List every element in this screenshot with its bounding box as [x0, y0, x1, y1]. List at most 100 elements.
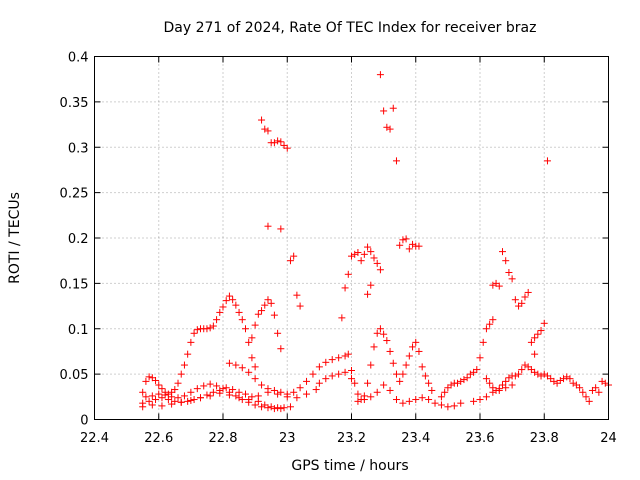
data-point: [482, 325, 490, 333]
data-point: [174, 394, 182, 402]
data-point: [148, 401, 156, 409]
data-point: [373, 388, 381, 396]
data-point: [444, 403, 452, 411]
data-point: [177, 370, 185, 378]
data-point: [531, 334, 539, 342]
data-point: [267, 403, 275, 411]
data-point: [258, 403, 266, 411]
data-point: [139, 403, 147, 411]
data-point: [280, 404, 288, 412]
data-point: [312, 386, 320, 394]
data-point: [425, 396, 433, 404]
y-tick-label: 0.1: [68, 323, 89, 338]
data-point: [303, 390, 311, 398]
data-point: [399, 399, 407, 407]
x-tick-label: 22.6: [144, 431, 173, 446]
data-point: [389, 104, 397, 112]
data-point: [582, 393, 590, 401]
data-point: [222, 297, 230, 305]
data-point: [187, 338, 195, 346]
data-point: [225, 292, 233, 300]
data-point: [139, 388, 147, 396]
data-point: [502, 384, 510, 392]
data-point: [437, 393, 445, 401]
data-point: [264, 127, 272, 135]
data-point: [190, 396, 198, 404]
data-point: [254, 392, 262, 400]
data-point: [505, 268, 513, 276]
data-point: [463, 374, 471, 382]
data-point: [322, 358, 330, 366]
data-point: [303, 377, 311, 385]
x-tick-label: 23.6: [466, 431, 495, 446]
x-tick-label: 23.8: [530, 431, 559, 446]
data-point: [235, 394, 243, 402]
data-point: [569, 379, 577, 387]
data-point: [225, 391, 233, 399]
data-point: [482, 375, 490, 383]
data-point: [550, 377, 558, 385]
data-point: [270, 311, 278, 319]
data-point: [373, 329, 381, 337]
data-point: [168, 400, 176, 408]
data-point: [238, 316, 246, 324]
data-point: [364, 243, 372, 251]
data-point: [241, 390, 249, 398]
data-point: [498, 248, 506, 256]
data-point: [521, 361, 529, 369]
data-point: [540, 370, 548, 378]
data-point: [341, 352, 349, 360]
data-point: [495, 386, 503, 394]
data-point: [437, 401, 445, 409]
data-point: [515, 370, 523, 378]
data-point: [495, 282, 503, 290]
data-point: [425, 379, 433, 387]
data-point: [576, 384, 584, 392]
data-point: [258, 307, 266, 315]
data-point: [396, 377, 404, 385]
data-point: [148, 392, 156, 400]
data-point: [241, 325, 249, 333]
data-point: [270, 386, 278, 394]
data-point: [258, 381, 266, 389]
data-point: [460, 376, 468, 384]
data-point: [187, 388, 195, 396]
data-point: [206, 392, 214, 400]
data-point: [534, 330, 542, 338]
data-point: [412, 396, 420, 404]
data-point: [367, 281, 375, 289]
data-point: [344, 270, 352, 278]
data-point: [415, 242, 423, 250]
data-point: [251, 363, 259, 371]
data-point: [348, 252, 355, 260]
data-point: [290, 252, 298, 260]
data-point: [386, 386, 394, 394]
data-point: [524, 288, 532, 296]
data-point: [392, 396, 400, 404]
y-tick-label: 0.15: [60, 277, 89, 292]
data-point: [328, 356, 336, 364]
data-point: [277, 345, 285, 353]
data-point: [315, 363, 323, 371]
y-tick-label: 0.2: [68, 232, 89, 247]
data-point: [245, 368, 253, 376]
data-point: [168, 393, 176, 401]
x-tick-label: 22.8: [209, 431, 238, 446]
data-points: [139, 71, 612, 413]
data-point: [145, 373, 153, 381]
data-point: [251, 401, 259, 409]
data-point: [364, 379, 372, 387]
data-point: [264, 296, 272, 304]
data-point: [563, 373, 571, 381]
data-point: [152, 396, 160, 404]
data-point: [370, 254, 378, 262]
data-point: [328, 372, 336, 380]
data-point: [200, 382, 208, 390]
data-point: [286, 403, 294, 411]
data-point: [245, 338, 253, 346]
data-point: [213, 316, 221, 324]
data-point: [373, 259, 381, 267]
data-point: [402, 235, 410, 243]
data-point: [197, 394, 205, 402]
data-point: [383, 123, 391, 131]
